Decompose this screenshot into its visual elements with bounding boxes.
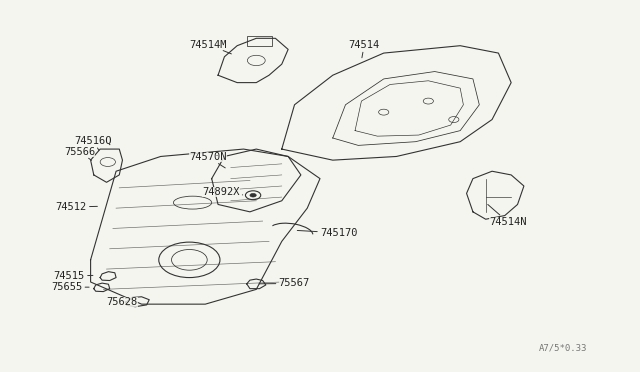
- Circle shape: [250, 193, 256, 197]
- Text: 74512: 74512: [56, 202, 97, 212]
- Text: A7/5*0.33: A7/5*0.33: [540, 343, 588, 352]
- Text: 75655: 75655: [51, 282, 89, 292]
- Text: 74515: 74515: [54, 271, 93, 281]
- Text: 74892X: 74892X: [202, 187, 243, 197]
- Text: 74514: 74514: [349, 39, 380, 58]
- Text: 74514M: 74514M: [189, 39, 232, 54]
- Text: 745170: 745170: [298, 228, 358, 238]
- Bar: [246, 36, 272, 46]
- Text: 75566: 75566: [64, 147, 95, 160]
- Text: 75628: 75628: [106, 297, 138, 307]
- Text: 74514N: 74514N: [488, 205, 526, 227]
- Text: 75567: 75567: [259, 278, 310, 288]
- Text: 74570N: 74570N: [189, 152, 227, 168]
- Text: 74516Q: 74516Q: [75, 135, 112, 150]
